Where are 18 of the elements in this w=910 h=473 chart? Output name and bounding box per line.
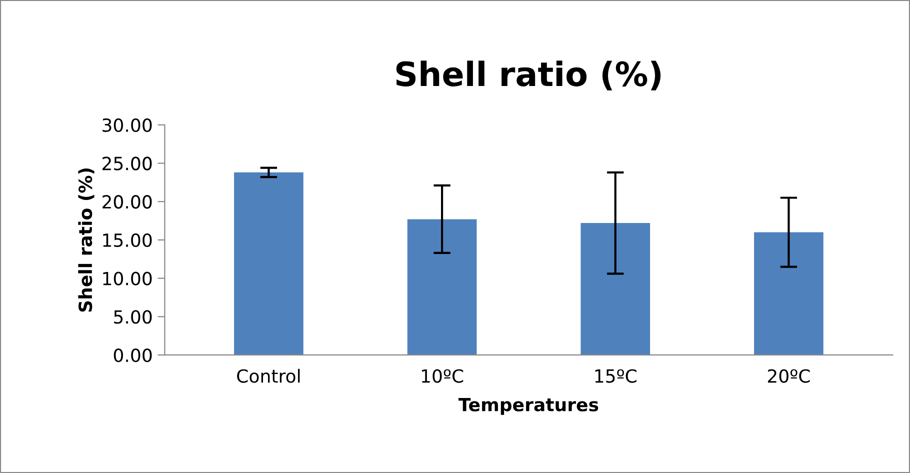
- x-tick-label: 15ºC: [595, 369, 636, 383]
- bar: [580, 223, 650, 355]
- y-axis-title: Shell ratio (%): [78, 168, 94, 312]
- y-tick-label: 15.00: [103, 233, 152, 248]
- bar: [407, 219, 477, 355]
- y-tick-label: 0.00: [114, 348, 152, 362]
- bar: [754, 232, 824, 355]
- y-tick-label: 25.00: [102, 156, 152, 170]
- y-tick-label: 20.00: [102, 195, 152, 209]
- x-tick-label: Control: [237, 368, 300, 383]
- bar: [234, 172, 304, 355]
- y-tick-label: 10.00: [103, 272, 152, 286]
- x-tick-label: 20ºC: [768, 369, 810, 383]
- y-tick-label: 30.00: [102, 118, 152, 132]
- chart-title: Shell ratio (%): [396, 60, 661, 90]
- y-tick-label: 5.00: [114, 310, 152, 324]
- x-tick-label: 10ºC: [422, 369, 464, 383]
- x-axis-title: Temperatures: [458, 398, 598, 415]
